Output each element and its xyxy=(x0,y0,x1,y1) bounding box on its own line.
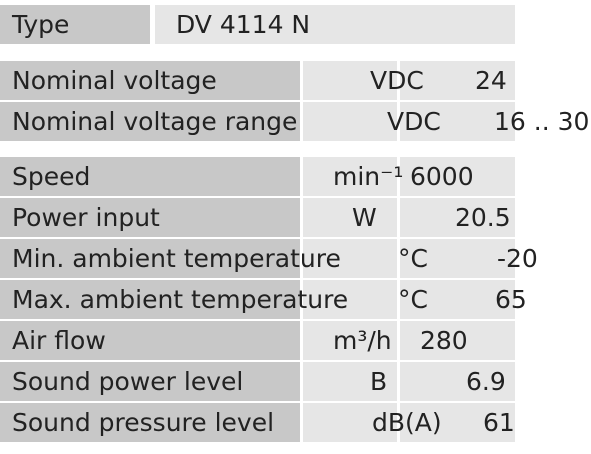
value-cell xyxy=(400,321,515,360)
value-cell xyxy=(400,198,515,237)
row-unit: B xyxy=(370,367,388,396)
label-cell xyxy=(0,239,300,278)
row-unit: VDC xyxy=(370,66,424,95)
unit-cell xyxy=(303,157,397,196)
row-value: 6.9 xyxy=(466,367,506,396)
label-cell xyxy=(0,280,300,319)
row-unit: min⁻¹ xyxy=(333,162,404,191)
row-label: Air flow xyxy=(12,326,106,355)
unit-cell xyxy=(303,61,397,100)
value-cell xyxy=(400,403,515,442)
row-value: 61 xyxy=(483,408,515,437)
row-value: -20 xyxy=(497,244,538,273)
row-value: 20.5 xyxy=(455,203,511,232)
unit-cell xyxy=(303,280,397,319)
row-value: 6000 xyxy=(410,162,474,191)
value-cell xyxy=(400,280,515,319)
header-value: DV 4114 N xyxy=(176,10,311,39)
unit-cell xyxy=(303,321,397,360)
row-label: Min. ambient temperature xyxy=(12,244,341,273)
header-label: Type xyxy=(12,10,70,39)
unit-cell xyxy=(303,239,397,278)
unit-cell xyxy=(303,362,397,401)
label-cell xyxy=(0,198,300,237)
row-value: 280 xyxy=(420,326,468,355)
row-unit: W xyxy=(352,203,377,232)
row-value: 65 xyxy=(495,285,527,314)
value-cell xyxy=(400,239,515,278)
label-cell xyxy=(0,61,300,100)
row-label: Max. ambient temperature xyxy=(12,285,349,314)
value-cell xyxy=(400,61,515,100)
row-unit: VDC xyxy=(387,107,441,136)
row-unit: °C xyxy=(398,244,428,273)
label-cell xyxy=(0,321,300,360)
row-unit: dB(A) xyxy=(372,408,442,437)
row-label: Sound power level xyxy=(12,367,244,396)
row-label: Sound pressure level xyxy=(12,408,275,437)
header-label-cell xyxy=(0,5,150,44)
row-label: Power input xyxy=(12,203,160,232)
unit-cell xyxy=(303,403,397,442)
label-cell xyxy=(0,157,300,196)
label-cell xyxy=(0,403,300,442)
unit-cell xyxy=(303,102,397,141)
row-label: Nominal voltage range xyxy=(12,107,298,136)
label-cell xyxy=(0,362,300,401)
row-value: 24 xyxy=(475,66,507,95)
row-label: Nominal voltage xyxy=(12,66,217,95)
unit-cell xyxy=(303,198,397,237)
value-cell xyxy=(400,362,515,401)
value-cell xyxy=(400,102,515,141)
header-value-cell xyxy=(155,5,515,44)
value-cell xyxy=(400,157,515,196)
row-value: 16 .. 30 xyxy=(494,107,590,136)
row-unit: m³/h xyxy=(333,326,392,355)
row-label: Speed xyxy=(12,162,91,191)
label-cell xyxy=(0,102,300,141)
row-unit: °C xyxy=(398,285,428,314)
